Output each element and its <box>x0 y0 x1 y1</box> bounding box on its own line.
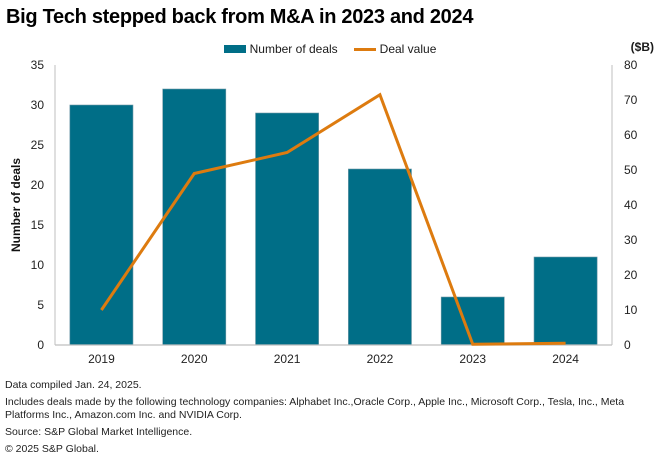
left-axis-ticks: 0 5 10 15 20 25 30 35 <box>31 58 45 352</box>
bar-2019 <box>69 104 134 346</box>
right-tick-label: 80 <box>624 58 638 72</box>
left-tick-label: 35 <box>31 58 45 72</box>
x-tick-label: 2021 <box>274 352 301 366</box>
left-tick-label: 0 <box>37 338 44 352</box>
bar-2021 <box>255 112 319 346</box>
right-axis-ticks: 0 10 20 30 40 50 60 70 80 <box>624 58 638 352</box>
right-tick-label: 70 <box>624 93 638 107</box>
left-tick-label: 15 <box>31 218 45 232</box>
chart-svg: 0 5 10 15 20 25 30 35 0 10 20 30 40 50 60 70 80 2019 202… <box>9 58 638 366</box>
x-tick-label: 2024 <box>552 352 579 366</box>
right-tick-label: 20 <box>624 268 638 282</box>
left-tick-label: 10 <box>31 258 45 272</box>
bar-2020 <box>162 88 227 346</box>
legend-swatch-bar <box>223 45 246 53</box>
axes <box>54 65 613 346</box>
x-tick-label: 2020 <box>181 352 208 366</box>
legend: Number of deals Deal value <box>0 42 660 56</box>
x-axis-ticks: 2019 2020 2021 2022 2023 2024 <box>88 352 579 366</box>
left-tick-label: 20 <box>31 178 45 192</box>
footnotes: Data compiled Jan. 24, 2025. Includes de… <box>5 379 660 460</box>
note-source: Source: S&P Global Market Intelligence. <box>5 426 193 438</box>
right-tick-label: 40 <box>624 198 638 212</box>
deal-value-polyline <box>100 92 566 346</box>
legend-swatch-line <box>353 47 376 51</box>
right-tick-label: 0 <box>624 338 631 352</box>
bars <box>69 88 598 346</box>
right-tick-label: 10 <box>624 303 638 317</box>
right-tick-label: 50 <box>624 163 638 177</box>
left-tick-label: 30 <box>31 98 45 112</box>
x-tick-label: 2023 <box>459 352 486 366</box>
y-axis-label: Number of deals <box>9 158 23 252</box>
chart-title: Big Tech stepped back from M&A in 2023 a… <box>6 6 474 28</box>
legend-item-deals: Number of deals <box>223 42 338 56</box>
note-includes: Includes deals made by the following tec… <box>5 396 625 421</box>
x-tick-label: 2022 <box>367 352 394 366</box>
left-tick-label: 5 <box>37 298 44 312</box>
bar-2022 <box>348 168 412 346</box>
note-copyright: © 2025 S&P Global. <box>5 443 99 455</box>
right-axis-unit: ($B) <box>630 40 654 54</box>
right-tick-label: 60 <box>624 128 638 142</box>
legend-label-value: Deal value <box>379 42 437 56</box>
bar-2024 <box>533 256 598 346</box>
deal-value-line <box>100 92 566 346</box>
x-tick-label: 2019 <box>88 352 115 366</box>
right-tick-label: 30 <box>624 233 638 247</box>
legend-item-value: Deal value <box>353 42 437 56</box>
legend-label-deals: Number of deals <box>249 42 338 56</box>
left-tick-label: 25 <box>31 138 45 152</box>
note-compiled: Data compiled Jan. 24, 2025. <box>5 379 142 391</box>
bar-2023 <box>440 296 505 346</box>
